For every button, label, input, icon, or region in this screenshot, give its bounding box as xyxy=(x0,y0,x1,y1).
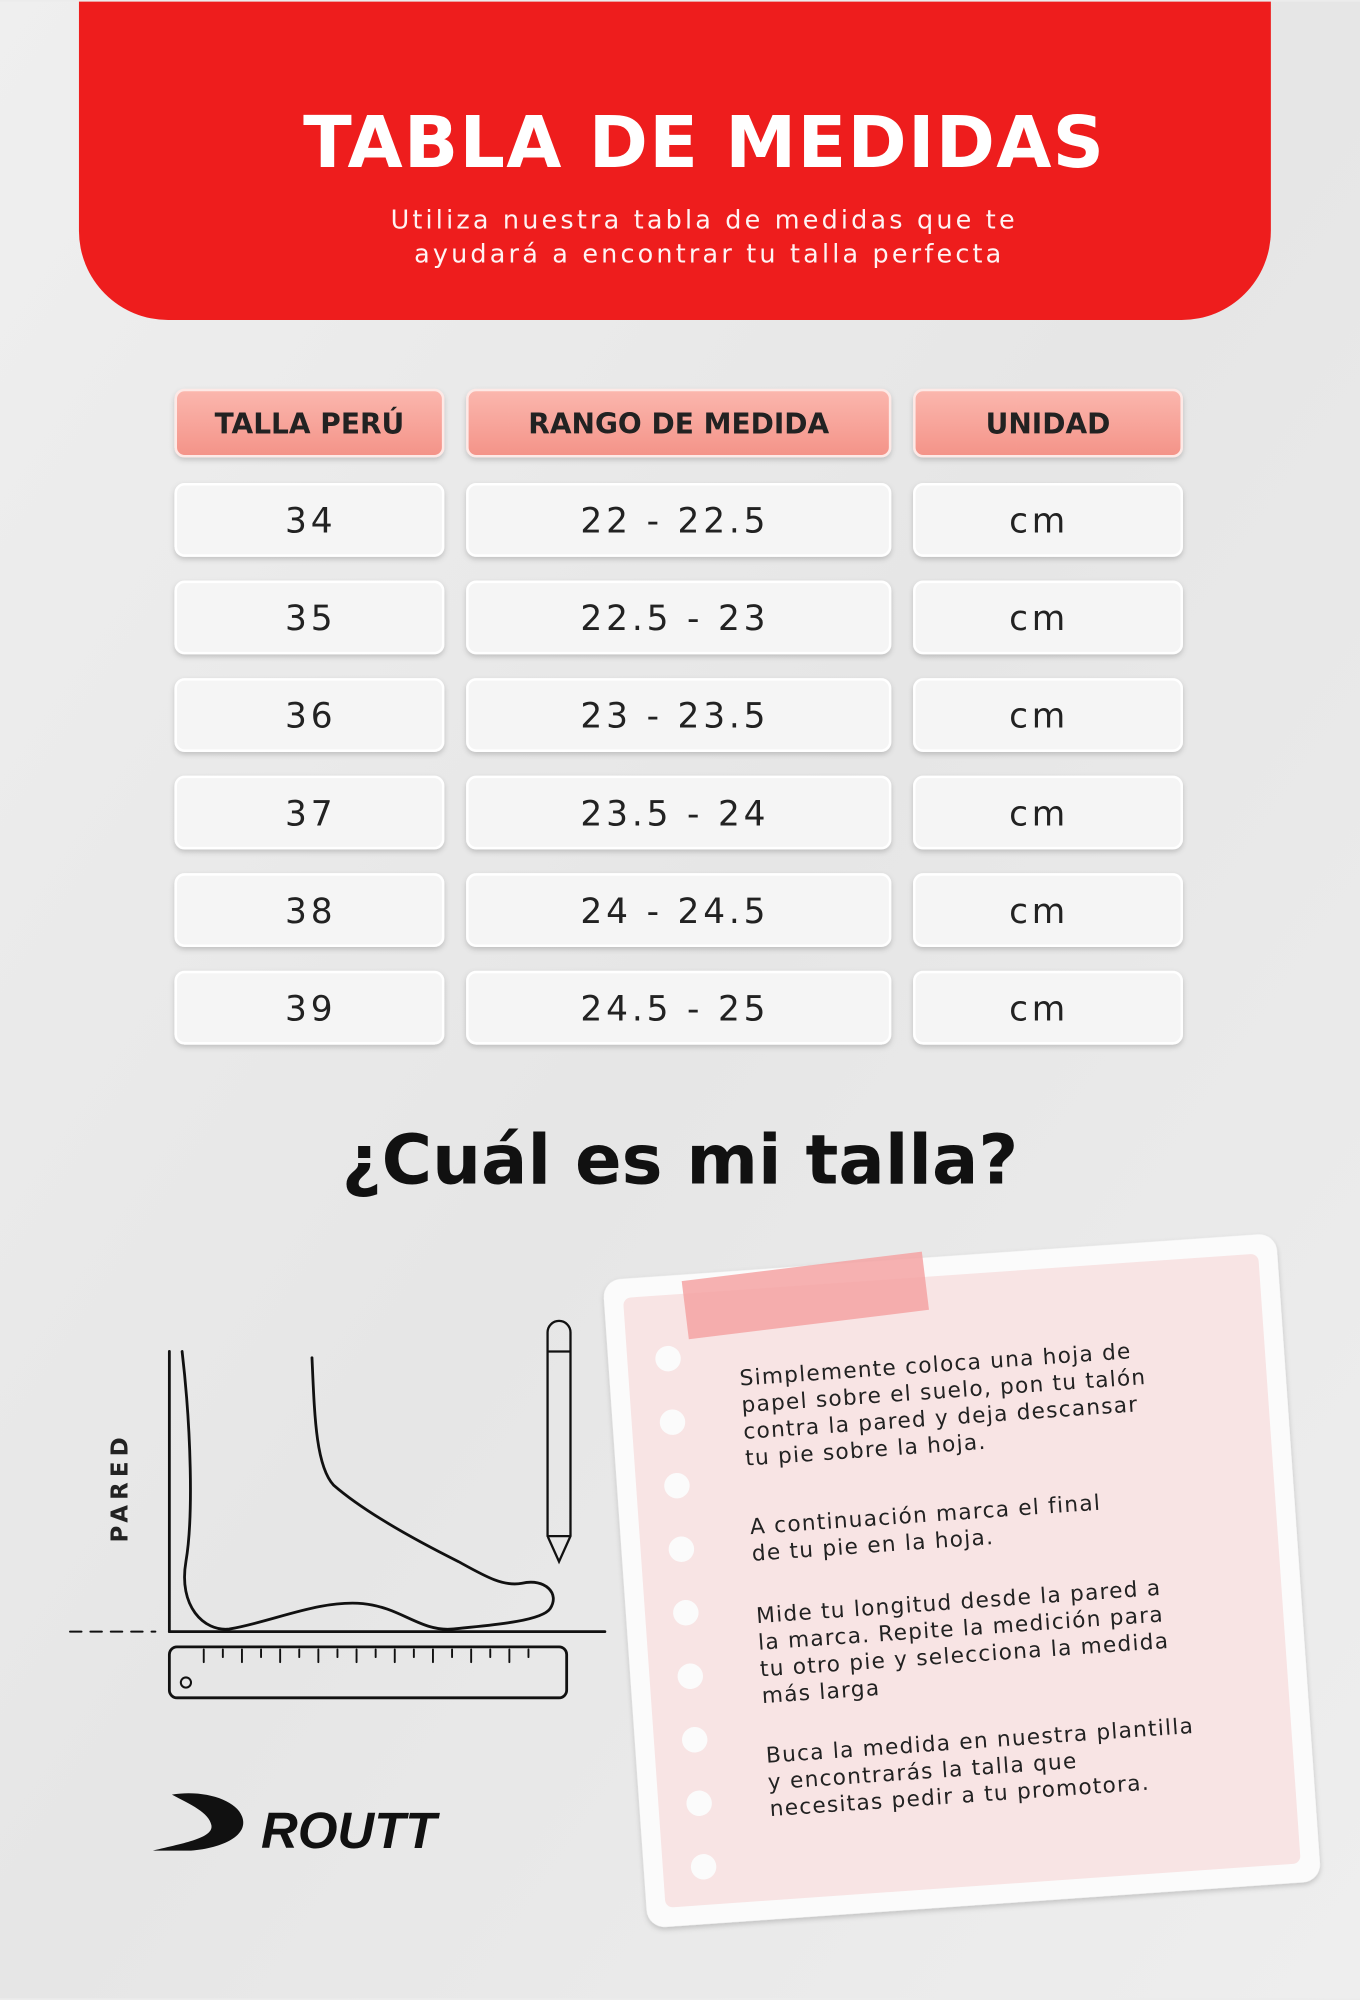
cell-text: 22.5 - 23 xyxy=(580,599,769,639)
table-cell xyxy=(174,580,445,655)
cell-text: 22 - 22.5 xyxy=(580,502,769,542)
punch-hole xyxy=(655,1345,681,1372)
header-banner xyxy=(78,1,1271,320)
punch-hole xyxy=(681,1727,708,1753)
cell-text: cm xyxy=(1009,989,1069,1029)
table-cell xyxy=(174,678,445,752)
logo: ROUTT xyxy=(152,1793,440,1859)
table-cell xyxy=(913,873,1183,948)
punch-hole xyxy=(686,1790,712,1817)
punch-hole xyxy=(677,1663,704,1689)
cell-text: 38 xyxy=(285,892,336,932)
header-cell xyxy=(174,388,445,458)
cell-text: cm xyxy=(1009,599,1069,639)
table-cell xyxy=(174,775,445,850)
table-cell xyxy=(466,580,892,655)
table-cell xyxy=(913,482,1183,557)
table-cell xyxy=(913,580,1183,655)
table-cell xyxy=(466,873,892,948)
table-cell xyxy=(913,678,1183,752)
cell-text: cm xyxy=(1009,794,1069,834)
table-cell xyxy=(466,970,892,1045)
size-table: TALLA PERÚ RANGO DE MEDIDA UNIDAD 34 22 - 22… xyxy=(174,388,1183,1045)
punch-hole xyxy=(659,1409,686,1435)
table-cell xyxy=(174,970,445,1045)
header-text: TALLA PERÚ xyxy=(215,406,405,440)
section-title: ¿Cuál es mi talla? xyxy=(342,1120,1018,1200)
header-text: UNIDAD xyxy=(986,407,1111,440)
subtitle: ayudará a encontrar tu talla perfecta xyxy=(414,240,1004,270)
cell-text: 23.5 - 24 xyxy=(580,794,769,834)
punch-hole xyxy=(673,1599,699,1626)
wall-label: PARED xyxy=(107,1432,133,1542)
punch-hole xyxy=(668,1536,695,1562)
cell-text: 24 - 24.5 xyxy=(580,892,769,932)
cell-text: 24.5 - 25 xyxy=(580,989,769,1029)
foot-illustration xyxy=(69,1319,607,1700)
title: TABLA DE MEDIDAS xyxy=(303,101,1105,184)
table-cell xyxy=(913,775,1183,850)
table-cell xyxy=(466,482,892,557)
table-cell xyxy=(466,775,892,850)
cell-text: 34 xyxy=(285,502,336,542)
header-cell xyxy=(466,388,892,458)
subtitle: Utiliza nuestra tabla de medidas que te xyxy=(391,205,1018,235)
cell-text: 39 xyxy=(285,989,336,1029)
cell-text: 35 xyxy=(285,599,336,639)
table-cell xyxy=(174,482,445,557)
cell-text: cm xyxy=(1009,697,1069,737)
table-cell xyxy=(466,678,892,752)
table-cell xyxy=(174,873,445,948)
cell-text: cm xyxy=(1009,892,1069,932)
table-cell xyxy=(913,970,1183,1045)
cell-text: 23 - 23.5 xyxy=(580,697,769,737)
cell-text: 36 xyxy=(285,697,336,737)
punch-hole xyxy=(690,1854,717,1880)
punch-hole xyxy=(664,1472,690,1499)
logo-text: ROUTT xyxy=(261,1802,440,1859)
header-text: RANGO DE MEDIDA xyxy=(528,407,829,440)
header-cell xyxy=(913,388,1183,458)
cell-text: cm xyxy=(1009,502,1069,542)
cell-text: 37 xyxy=(285,794,336,834)
